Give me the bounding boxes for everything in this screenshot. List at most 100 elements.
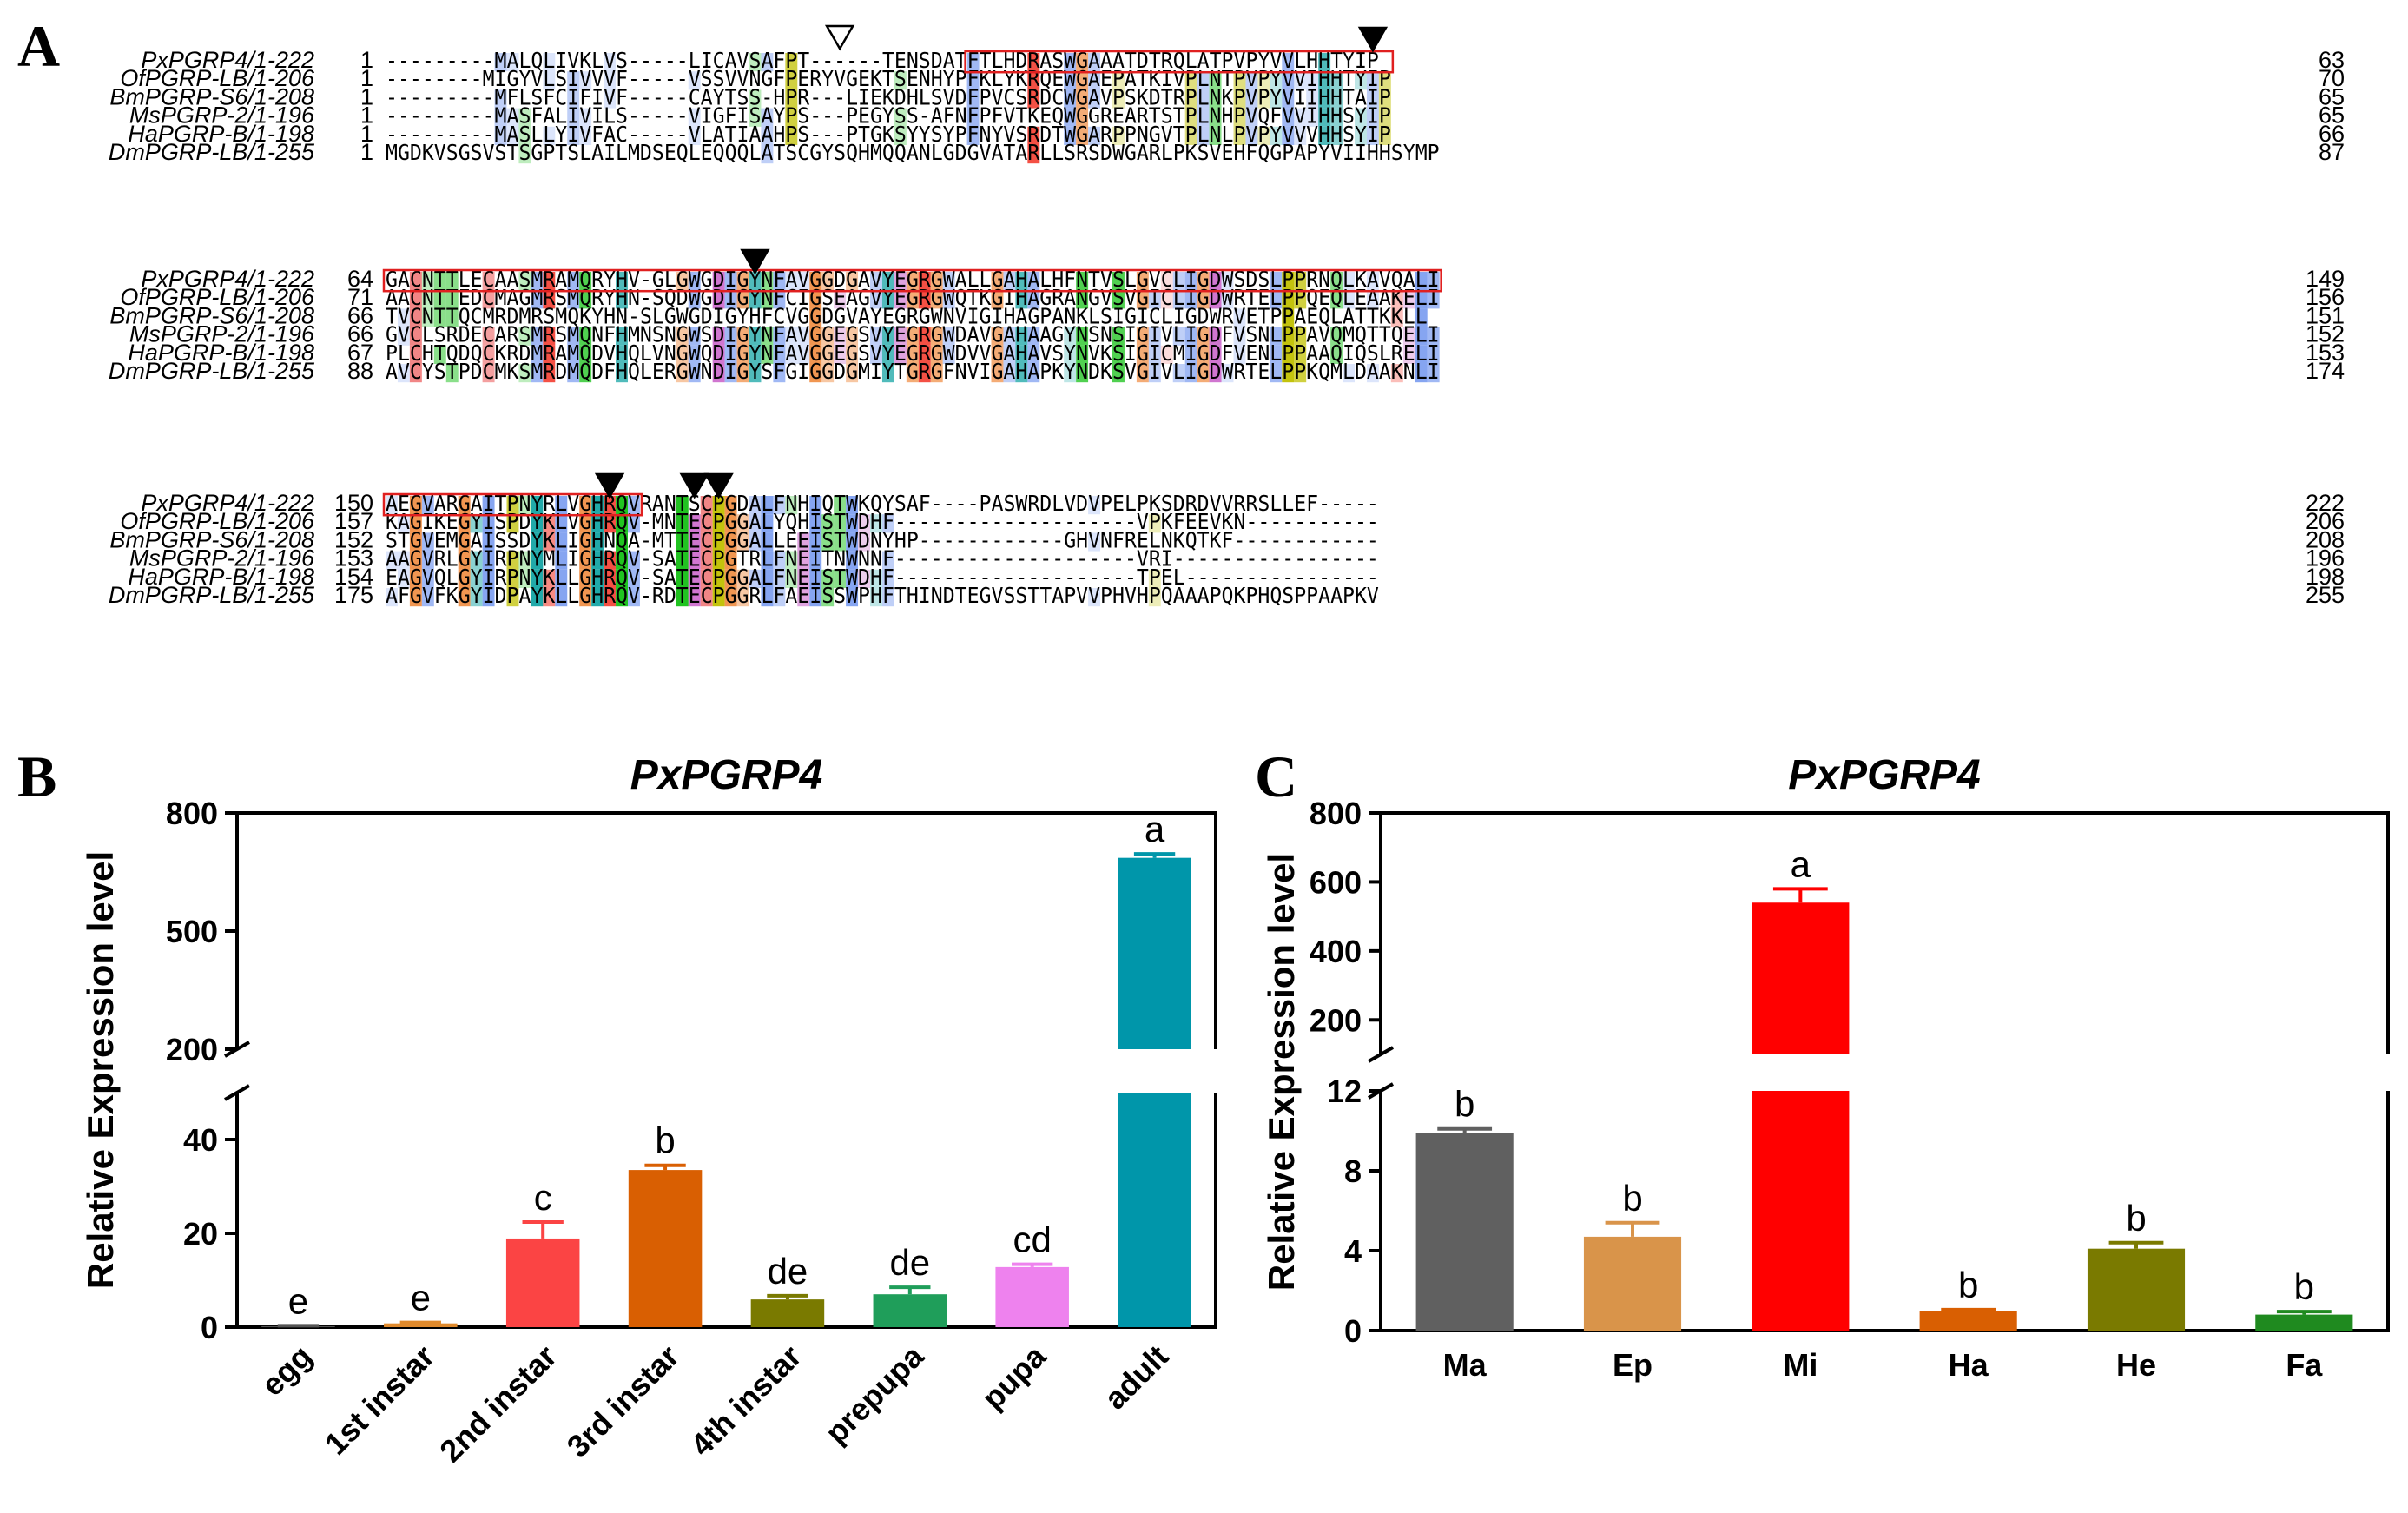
residue-shade [1088, 89, 1101, 109]
chart-title: PxPGRP4 [1788, 752, 1980, 798]
upper-axis-frame [235, 811, 1217, 1049]
sequence-start: 1 [360, 65, 373, 91]
residue-shade [1184, 345, 1197, 364]
residue-shade [1015, 364, 1028, 383]
x-tick-label: 1st instar [318, 1338, 441, 1462]
residue-shade [1415, 308, 1428, 327]
residue-shade [712, 345, 725, 364]
residue-shade [616, 496, 628, 515]
y-axis-label: Relative Expression level [80, 851, 121, 1289]
residue-shade [906, 272, 919, 291]
residue-shade [881, 290, 894, 309]
residue-shade [543, 272, 556, 291]
residue-shade [604, 569, 617, 588]
residue-shade [1294, 327, 1307, 346]
residue-shade [1330, 89, 1343, 109]
residue-shade [591, 496, 604, 515]
residue-shade [1366, 71, 1379, 90]
residue-shade [421, 569, 434, 588]
residue-shade [1415, 364, 1428, 383]
residue-shade [1282, 364, 1295, 383]
residue-shade [1282, 272, 1295, 291]
residue-shade [1027, 53, 1040, 72]
chart-title: PxPGRP4 [630, 752, 822, 798]
residue-shade [785, 53, 798, 72]
residue-shade [1366, 272, 1379, 291]
x-tick-label: Fa [2286, 1347, 2323, 1383]
residue-shade [543, 345, 556, 364]
residue-shade [712, 532, 725, 552]
residue-shade [421, 272, 434, 291]
sequence-name: MsPGRP-2/1-196 [129, 321, 315, 347]
residue-shade [1427, 345, 1440, 364]
residue-shade [881, 364, 894, 383]
conserved-site-marker [594, 472, 625, 499]
residue-shade [1088, 126, 1101, 145]
panel-letter-c: C [1255, 743, 1298, 809]
residue-shade [1015, 327, 1028, 346]
domain-box [382, 268, 1442, 293]
residue-shade [458, 588, 471, 607]
significance-letter: a [1791, 843, 1811, 884]
residue-shade [700, 514, 713, 533]
residue-shade [773, 290, 786, 309]
residue-shade [628, 569, 640, 588]
bar [2087, 1248, 2186, 1331]
sequence-residues: TVCNTTQCMRDMRSMQKYHN-SLGWGDIGYHFCVGGDGVA… [386, 303, 1428, 328]
residue-shade [397, 308, 410, 327]
residue-shade [1427, 364, 1440, 383]
sequence-residues: AFGVFKGYIDPAYKLLGHRQV-RDTECPGGRLFAEISSWP… [386, 583, 1379, 608]
residue-shade [797, 551, 810, 570]
residue-shade [881, 514, 894, 533]
residue-shade [616, 364, 628, 383]
residue-shade [785, 345, 798, 364]
residue-shade [881, 345, 894, 364]
residue-shade [1209, 345, 1222, 364]
residue-shade [688, 327, 701, 346]
residue-shade [1282, 126, 1295, 145]
residue-shade [761, 126, 774, 145]
residue-shade [1209, 290, 1222, 309]
residue-shade [809, 272, 822, 291]
residue-shade [797, 569, 810, 588]
residue-shade [445, 364, 459, 383]
sequence-start: 175 [334, 582, 373, 608]
residue-shade [724, 272, 737, 291]
residue-shade [445, 272, 459, 291]
residue-shade [1318, 71, 1331, 90]
residue-shade [616, 345, 628, 364]
residue-shade [881, 327, 894, 346]
residue-shade [1402, 327, 1415, 346]
residue-shade [846, 588, 859, 607]
residue-shade [1270, 364, 1283, 383]
residue-shade [1064, 89, 1077, 109]
residue-shade [1257, 71, 1270, 90]
residue-shade [1064, 71, 1077, 90]
residue-shade [1257, 126, 1270, 145]
y-tick-label: 200 [1310, 1002, 1362, 1038]
bar [873, 1294, 947, 1327]
residue-shade [1233, 126, 1246, 145]
residue-shade [736, 290, 749, 309]
x-tick-label: Ep [1613, 1347, 1653, 1383]
residue-shade [1318, 126, 1331, 145]
residue-shade [846, 532, 859, 552]
residue-shade [821, 364, 835, 383]
residue-shade [531, 345, 544, 364]
residue-shade [809, 290, 822, 309]
upper-axis-frame [1379, 811, 2390, 1054]
residue-shade [1027, 272, 1040, 291]
residue-shade [604, 71, 617, 90]
residue-shade [797, 345, 810, 364]
residue-shade [846, 272, 859, 291]
residue-shade [773, 496, 786, 515]
residue-shade [1003, 345, 1016, 364]
residue-shade [930, 290, 943, 309]
residue-shade [991, 364, 1004, 383]
sequence-name: PxPGRP4/1-222 [141, 266, 314, 292]
residue-shade [579, 569, 592, 588]
residue-shade [1415, 290, 1428, 309]
sequence-end: 208 [2306, 526, 2345, 552]
residue-shade [567, 364, 580, 383]
residue-shade [518, 364, 531, 383]
